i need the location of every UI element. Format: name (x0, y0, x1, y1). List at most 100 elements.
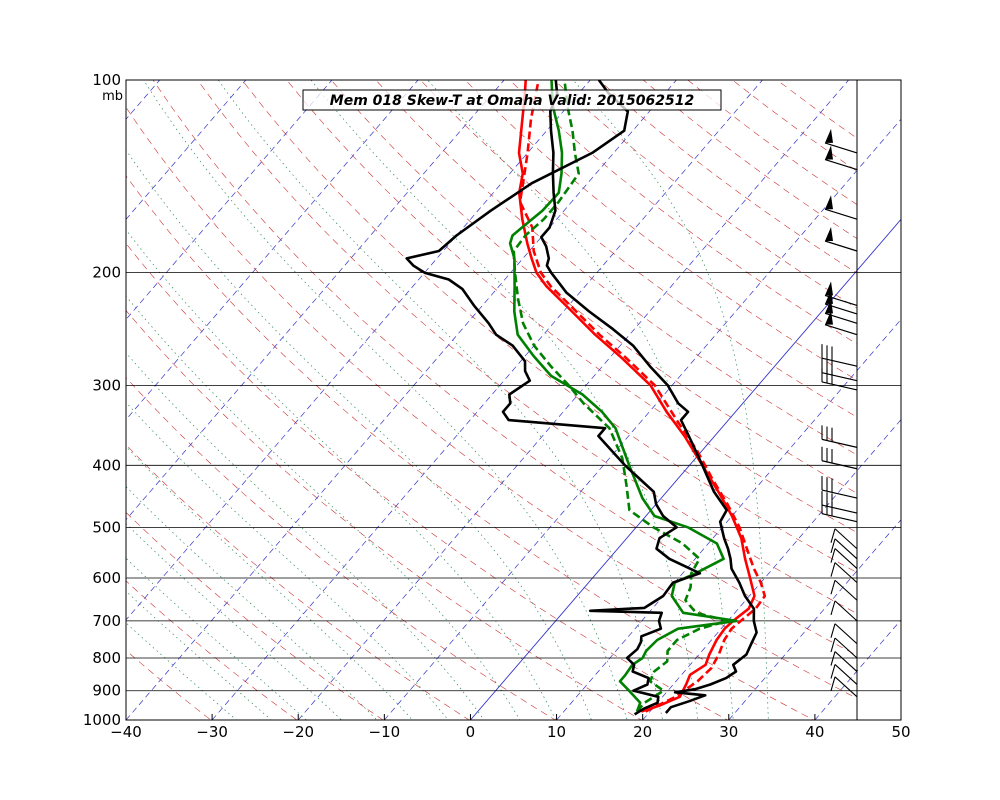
profile-line-3 (512, 80, 730, 713)
x-axis: −40 −30 −20 −10 0 10 20 30 40 50 (110, 714, 911, 741)
wind-barb (830, 623, 836, 638)
wind-barb (834, 623, 858, 645)
isotherm-line (814, 619, 901, 720)
wind-barb (830, 580, 836, 595)
wind-barb (830, 600, 836, 616)
profiles (405, 80, 767, 716)
isotherm-line (126, 80, 505, 521)
isotherm-line (126, 80, 247, 220)
dry-adiabat-line (776, 80, 857, 139)
moist-adiabat-line (126, 295, 521, 720)
y-tick-label: 400 (92, 456, 121, 474)
x-tick-label: 50 (891, 723, 910, 741)
dry-adiabat-line (126, 106, 857, 699)
wind-barb (830, 548, 836, 563)
moist-adiabat-line (572, 80, 769, 720)
dry-adiabat-line (732, 80, 857, 172)
dry-adiabat-line (126, 376, 556, 720)
wind-barb (825, 128, 833, 143)
x-tick-label: 20 (633, 723, 652, 741)
y-tick-label: 800 (92, 649, 121, 667)
moist-adiabat-line (126, 590, 272, 720)
x-tick-label: −20 (282, 723, 314, 741)
dry-adiabat-line (687, 80, 857, 205)
wind-barb (821, 438, 858, 448)
dry-adiabat-line (126, 649, 212, 720)
isotherm-line (126, 80, 333, 321)
wind-barb (825, 299, 833, 314)
wind-barb (821, 372, 858, 382)
wind-barb (824, 208, 858, 220)
background-lines-full (0, 80, 901, 720)
x-tick-label: 0 (466, 723, 476, 741)
moist-adiabat-line (126, 401, 449, 720)
x-tick-label: 40 (805, 723, 824, 741)
profile-line-5 (405, 80, 702, 716)
wind-barb (834, 548, 858, 570)
x-tick-label: −10 (369, 723, 401, 741)
plot-frame (125, 79, 902, 721)
wind-barb (821, 504, 858, 514)
moist-adiabat-line (126, 149, 592, 720)
x-tick-label: −40 (110, 723, 142, 741)
wind-barbs (821, 128, 858, 698)
moist-adiabat-line (310, 80, 699, 720)
background-lines (126, 80, 857, 720)
dry-adiabat-line (197, 80, 857, 614)
dry-adiabat-line (375, 80, 857, 456)
moist-adiabat-line (126, 446, 413, 720)
y-tick-label: 700 (92, 612, 121, 630)
wind-barb (834, 562, 858, 584)
dry-adiabat-line (126, 580, 298, 720)
moist-adiabat-line (126, 523, 342, 720)
wind-barb (824, 142, 858, 154)
wind-barb (821, 357, 858, 367)
y-tick-label: 500 (92, 518, 121, 536)
moist-adiabat-line (126, 352, 485, 720)
isotherm-line (297, 80, 849, 720)
isotherm-line (728, 519, 901, 720)
isotherm-line (211, 80, 763, 720)
isotherm-line (900, 719, 901, 720)
isotherm-line (126, 80, 160, 120)
plot-area (0, 79, 901, 721)
profile-line-0 (517, 80, 756, 713)
y-tick-label: 100 (92, 71, 121, 89)
isotherm-line (470, 218, 901, 720)
moist-adiabat-line (126, 486, 378, 720)
dry-adiabat-line (126, 175, 815, 720)
moist-adiabat-line (126, 229, 557, 720)
wind-barb (821, 381, 858, 391)
dry-adiabat-line (126, 310, 642, 720)
isotherm-line (126, 80, 591, 621)
wind-barb (834, 651, 858, 672)
x-tick-label: 10 (547, 723, 566, 741)
isotherm-line (0, 80, 74, 720)
wind-barb (830, 637, 836, 653)
profile-line-1 (518, 80, 767, 713)
wind-barb (824, 158, 858, 171)
wind-barb (834, 538, 858, 560)
moist-adiabat-line (427, 80, 734, 720)
wind-barb (830, 664, 836, 679)
moist-adiabat-line (218, 80, 663, 720)
wind-barb (830, 651, 836, 666)
wind-barb (834, 637, 858, 659)
isotherm-line (126, 80, 677, 720)
wind-barb (825, 226, 833, 241)
profile-line-2 (508, 80, 738, 712)
wind-barb (834, 579, 858, 601)
wind-barb (830, 562, 836, 577)
wind-barb (834, 600, 858, 622)
wind-barb (824, 324, 858, 336)
x-tick-label: −30 (196, 723, 228, 741)
wind-barb (834, 528, 858, 550)
y-tick-label: 200 (92, 264, 121, 282)
dry-adiabat-line (152, 80, 857, 656)
y-tick-label: 600 (92, 569, 121, 587)
isotherm-line (126, 80, 419, 421)
wind-barb (825, 145, 833, 160)
wind-barb (834, 676, 858, 698)
wind-barb (821, 513, 858, 523)
